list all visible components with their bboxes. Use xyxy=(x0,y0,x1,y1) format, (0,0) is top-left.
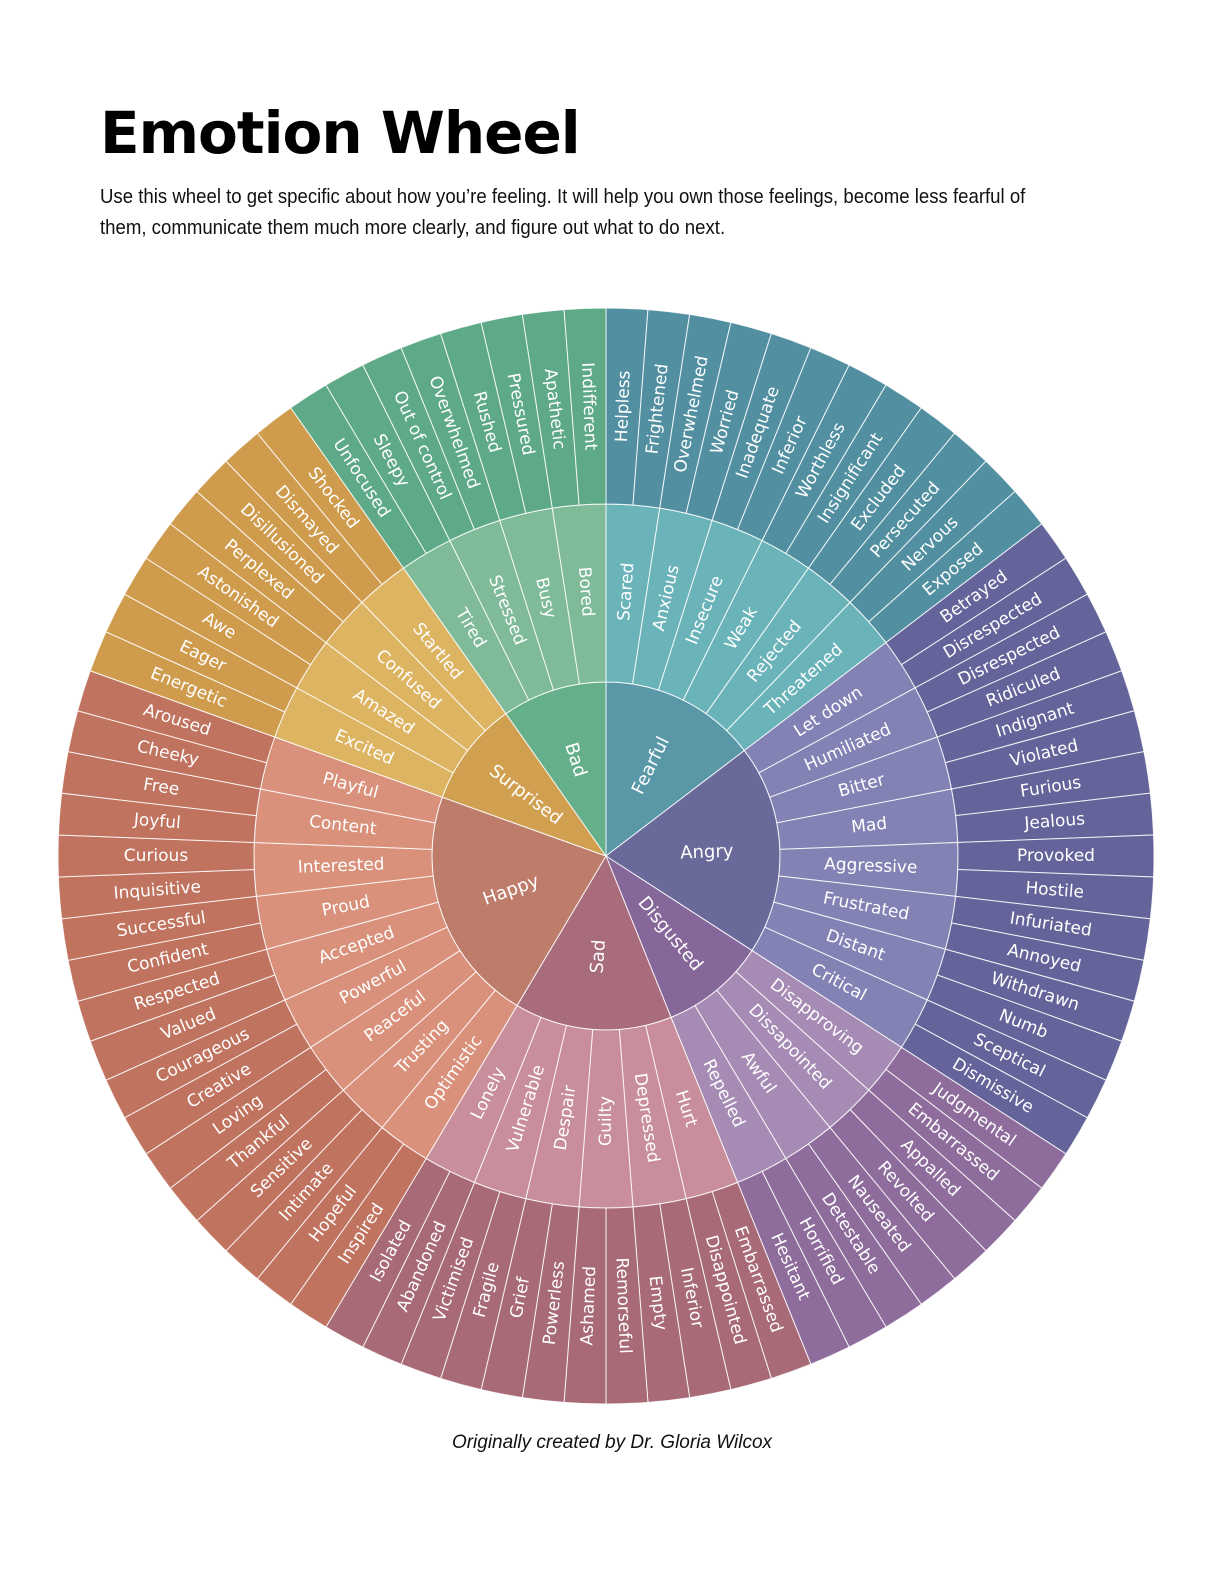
middle-label-mad: Mad xyxy=(850,814,888,838)
core-label-angry: Angry xyxy=(680,841,734,864)
middle-label-interested: Interested xyxy=(297,854,384,877)
outer-label-curious: Curious xyxy=(124,846,189,866)
outer-label-remorseful: Remorseful xyxy=(611,1257,635,1354)
page-title: Emotion Wheel xyxy=(100,99,581,167)
middle-label-bored: Bored xyxy=(574,566,598,617)
outer-label-joyful: Joyful xyxy=(132,810,181,834)
middle-label-scared: Scared xyxy=(614,562,638,622)
outer-label-helpless: Helpless xyxy=(612,370,635,443)
wheel-segments xyxy=(57,307,1155,1405)
page-subtitle: Use this wheel to get specific about how… xyxy=(100,186,1026,239)
middle-label-aggressive: Aggressive xyxy=(824,854,918,878)
credit-line: Originally created by Dr. Gloria Wilcox xyxy=(451,1432,773,1453)
outer-label-provoked: Provoked xyxy=(1017,846,1095,866)
outer-segment-indifferent xyxy=(563,307,607,506)
outer-label-ashamed: Ashamed xyxy=(577,1266,600,1346)
outer-label-jealous: Jealous xyxy=(1023,809,1086,834)
outer-label-indifferent: Indifferent xyxy=(577,362,600,451)
middle-label-guilty: Guilty xyxy=(596,1096,616,1146)
outer-label-hostile: Hostile xyxy=(1025,878,1085,902)
core-label-sad: Sad xyxy=(587,939,611,974)
